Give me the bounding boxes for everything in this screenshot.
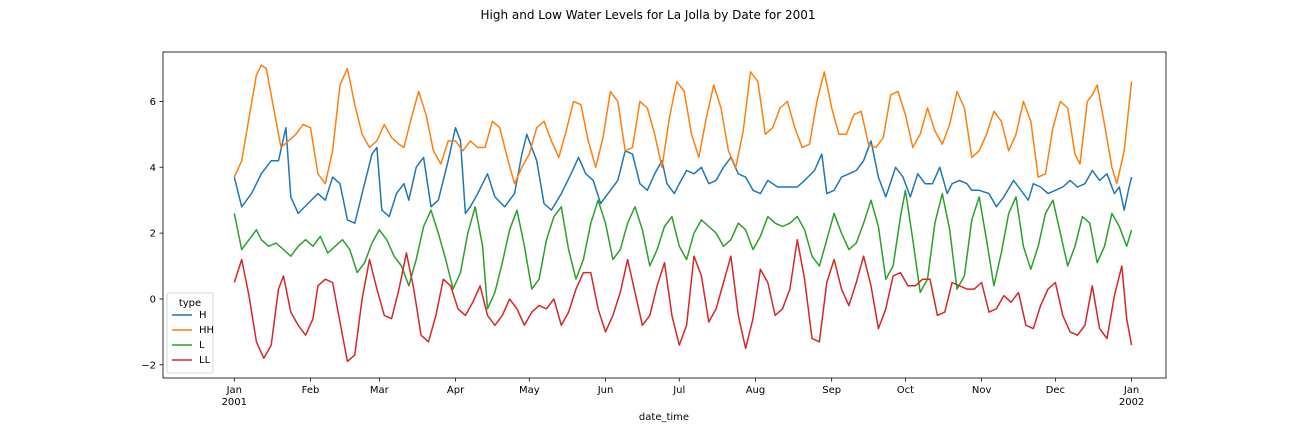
series-line-ll <box>233 238 1133 363</box>
y-tick-label: 6 <box>150 97 156 108</box>
x-tick-label: Jan <box>226 385 242 396</box>
x-tick-label: Oct <box>897 385 914 396</box>
x-tick-label: Apr <box>447 385 465 396</box>
y-tick-label: 0 <box>150 294 156 305</box>
legend-box <box>166 292 214 374</box>
legend-label-l: L <box>199 340 205 351</box>
x-tick-label: Nov <box>972 385 992 396</box>
x-tick-label: Sep <box>822 385 841 396</box>
y-tick-label: 2 <box>150 229 156 240</box>
series-line-hh <box>233 64 1133 185</box>
series-line-h <box>233 126 1133 224</box>
legend-label-hh: HH <box>199 325 214 336</box>
legend-label-h: H <box>199 310 207 321</box>
x-tick-label: Jun <box>597 385 614 396</box>
x-tick-label: May <box>519 385 540 396</box>
legend-label-ll: LL <box>199 355 211 366</box>
x-tick-year-label: 2001 <box>222 397 247 408</box>
y-tick-label: 4 <box>150 163 156 174</box>
x-tick-label: Jan <box>1123 385 1139 396</box>
y-axis: −2 0 2 4 6 <box>141 97 163 371</box>
x-axis-label: date_time <box>639 412 689 423</box>
chart-title: High and Low Water Levels for La Jolla b… <box>480 8 815 22</box>
x-tick-year-label: 2002 <box>1119 397 1144 408</box>
y-tick-label: −2 <box>141 360 156 371</box>
x-tick-label: Jul <box>672 385 685 396</box>
series-line-l <box>233 189 1133 310</box>
legend-title: type <box>179 298 201 309</box>
x-tick-label: Feb <box>302 385 320 396</box>
x-tick-label: Mar <box>370 385 390 396</box>
x-tick-label: Dec <box>1046 385 1065 396</box>
plot-frame <box>162 51 1167 379</box>
series-layer <box>233 64 1133 363</box>
x-tick-label: Aug <box>746 385 766 396</box>
